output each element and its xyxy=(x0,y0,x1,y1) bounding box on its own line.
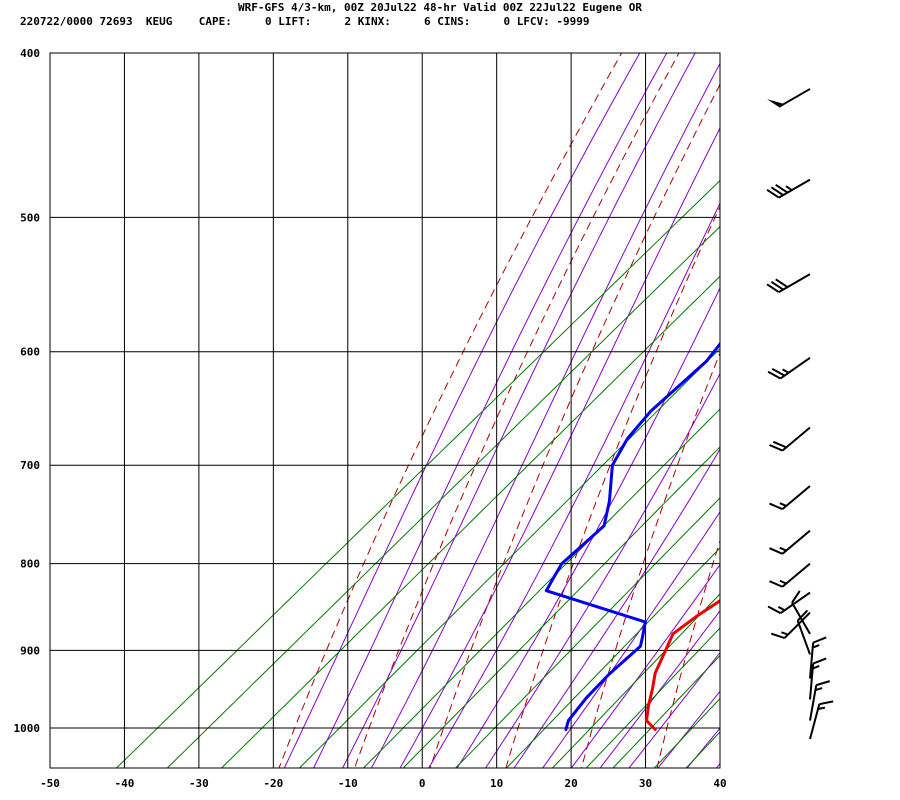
temperature-tick-label: -50 xyxy=(40,777,60,790)
pressure-tick-label: 800 xyxy=(20,558,40,571)
wind-barb xyxy=(796,609,811,655)
mixing-ratio-line xyxy=(505,547,720,768)
sounding-header: WRF-GFS 4/3-km, 00Z 20Jul22 48-hr Valid … xyxy=(0,0,900,40)
mixing-ratio-line xyxy=(612,654,720,768)
mixing-ratio-line xyxy=(115,179,720,768)
wind-barb xyxy=(809,636,827,679)
temperature-tick-label: 40 xyxy=(713,777,726,790)
moist-adiabat-line xyxy=(686,727,720,768)
wind-barb xyxy=(766,178,811,199)
temperature-tick-label: -30 xyxy=(189,777,209,790)
moist-adiabat-line xyxy=(342,53,696,768)
mixing-ratio-line xyxy=(653,697,720,768)
wind-barbs xyxy=(766,88,834,740)
moist-adiabat-line xyxy=(399,127,720,768)
dry-adiabat-line xyxy=(656,539,720,768)
pressure-tick-label: 600 xyxy=(20,346,40,359)
temperature-tick-label: 0 xyxy=(419,777,426,790)
dry-adiabat-line xyxy=(732,15,900,771)
wind-barb xyxy=(770,611,811,640)
wind-barb xyxy=(767,591,811,615)
model-run-title: WRF-GFS 4/3-km, 00Z 20Jul22 48-hr Valid … xyxy=(238,1,642,14)
dewpoint-trace xyxy=(544,341,720,731)
mixing-ratio-line xyxy=(402,446,720,768)
moist-adiabat-line xyxy=(570,563,720,768)
pressure-tick-label: 400 xyxy=(20,47,40,60)
plot-frame xyxy=(49,52,721,769)
mixing-ratio-line xyxy=(362,408,720,768)
temperature-tick-label: -40 xyxy=(115,777,135,790)
wind-barb xyxy=(809,657,827,700)
moist-adiabat-line xyxy=(715,762,720,768)
sounding-traces xyxy=(544,341,720,731)
pressure-tick-label: 700 xyxy=(20,459,40,472)
dry-adiabat-line xyxy=(580,351,720,768)
moist-adiabat-line xyxy=(599,610,720,768)
moist-adiabat-line xyxy=(513,448,720,768)
wind-barb xyxy=(769,485,811,511)
temperature-tick-label: 30 xyxy=(639,777,652,790)
moist-adiabat-line xyxy=(542,510,720,768)
mixing-ratio-line xyxy=(551,593,720,768)
temperature-tick-label: -20 xyxy=(263,777,283,790)
dry-adiabat-line xyxy=(354,53,680,768)
temperature-tick-label: 20 xyxy=(564,777,577,790)
moist-adiabat-line xyxy=(370,62,720,768)
moist-adiabat-line xyxy=(283,53,641,768)
temperature-tick-label: -10 xyxy=(338,777,358,790)
station-indices-line: 220722/0000 72693 KEUG CAPE: 0 LIFT: 2 K… xyxy=(20,15,590,28)
pressure-axis-labels: 400 500 600 700 800 900 1000 xyxy=(14,47,41,735)
pressure-tick-label: 500 xyxy=(20,211,40,224)
grid-lines xyxy=(50,52,720,768)
dry-adiabat-line xyxy=(883,15,900,771)
dry-adiabat-line xyxy=(808,15,900,771)
moist-adiabat-line xyxy=(485,372,720,768)
moist-adiabats xyxy=(283,53,720,768)
mixing-ratio-line xyxy=(298,347,720,768)
wind-barb xyxy=(769,529,811,555)
mixing-ratio-line xyxy=(220,275,720,768)
wind-barb xyxy=(809,700,834,740)
temperature-axis-labels: -50 -40 -30 -20 -10 0 10 20 30 40 xyxy=(40,777,727,790)
mixing-ratio-line xyxy=(166,225,720,768)
wind-barb xyxy=(767,88,811,108)
pressure-tick-label: 900 xyxy=(20,644,40,657)
wind-barb xyxy=(766,273,811,293)
mixing-ratio-lines xyxy=(115,179,720,768)
wind-barb xyxy=(769,562,811,588)
wind-barb xyxy=(769,426,811,452)
wind-barb xyxy=(767,356,811,380)
moist-adiabat-line xyxy=(456,286,720,768)
moist-adiabat-line xyxy=(313,53,668,768)
temperature-trace xyxy=(645,598,720,731)
mixing-ratio-line xyxy=(454,497,720,768)
mixing-ratio-line xyxy=(585,627,720,768)
wind-barb xyxy=(809,680,831,721)
moist-adiabat-line xyxy=(428,202,720,768)
dry-adiabat-line xyxy=(429,83,720,768)
pressure-tick-label: 1000 xyxy=(14,722,41,735)
moist-adiabat-line xyxy=(628,651,720,768)
temperature-tick-label: 10 xyxy=(490,777,503,790)
